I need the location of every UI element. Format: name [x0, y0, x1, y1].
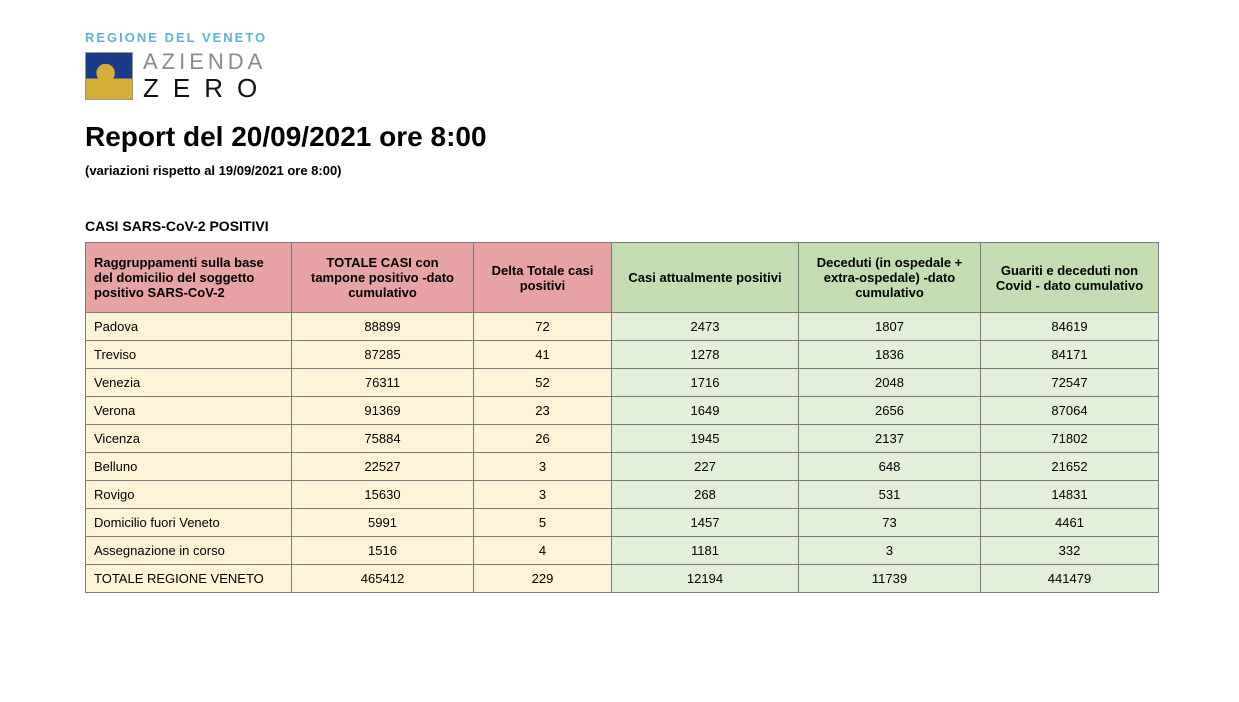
cases-table: Raggruppamenti sulla base del domicilio … — [85, 242, 1159, 593]
data-cell: 52 — [474, 369, 612, 397]
table-row: Verona91369231649265687064 — [86, 397, 1159, 425]
data-cell: 229 — [474, 565, 612, 593]
col-header: Guariti e deceduti non Covid - dato cumu… — [981, 243, 1159, 313]
row-label: Verona — [86, 397, 292, 425]
col-header: TOTALE CASI con tampone positivo -dato c… — [292, 243, 474, 313]
row-label: Assegnazione in corso — [86, 537, 292, 565]
row-label: Padova — [86, 313, 292, 341]
data-cell: 12194 — [612, 565, 799, 593]
data-cell: 332 — [981, 537, 1159, 565]
row-label: Domicilio fuori Veneto — [86, 509, 292, 537]
row-label: Vicenza — [86, 425, 292, 453]
row-label: Rovigo — [86, 481, 292, 509]
data-cell: 2048 — [799, 369, 981, 397]
data-cell: 441479 — [981, 565, 1159, 593]
data-cell: 1945 — [612, 425, 799, 453]
report-subtitle: (variazioni rispetto al 19/09/2021 ore 8… — [85, 163, 1154, 178]
data-cell: 72 — [474, 313, 612, 341]
data-cell: 1516 — [292, 537, 474, 565]
data-cell: 11739 — [799, 565, 981, 593]
row-label: Belluno — [86, 453, 292, 481]
data-cell: 72547 — [981, 369, 1159, 397]
data-cell: 22527 — [292, 453, 474, 481]
table-row: TOTALE REGIONE VENETO4654122291219411739… — [86, 565, 1159, 593]
data-cell: 3 — [799, 537, 981, 565]
table-row: Domicilio fuori Veneto599151457734461 — [86, 509, 1159, 537]
data-cell: 2656 — [799, 397, 981, 425]
data-cell: 88899 — [292, 313, 474, 341]
table-row: Vicenza75884261945213771802 — [86, 425, 1159, 453]
col-header: Delta Totale casi positivi — [474, 243, 612, 313]
veneto-logo-icon — [85, 52, 133, 100]
row-label: Treviso — [86, 341, 292, 369]
data-cell: 91369 — [292, 397, 474, 425]
brand-top: AZIENDA — [143, 51, 271, 73]
data-cell: 87064 — [981, 397, 1159, 425]
data-cell: 76311 — [292, 369, 474, 397]
data-cell: 465412 — [292, 565, 474, 593]
row-label: TOTALE REGIONE VENETO — [86, 565, 292, 593]
data-cell: 3 — [474, 453, 612, 481]
data-cell: 21652 — [981, 453, 1159, 481]
col-header: Casi attualmente positivi — [612, 243, 799, 313]
table-head: Raggruppamenti sulla base del domicilio … — [86, 243, 1159, 313]
data-cell: 1457 — [612, 509, 799, 537]
table-row: Venezia76311521716204872547 — [86, 369, 1159, 397]
data-cell: 1807 — [799, 313, 981, 341]
section-title: CASI SARS-CoV-2 POSITIVI — [85, 218, 1154, 234]
data-cell: 648 — [799, 453, 981, 481]
data-cell: 1836 — [799, 341, 981, 369]
data-cell: 2473 — [612, 313, 799, 341]
data-cell: 268 — [612, 481, 799, 509]
data-cell: 3 — [474, 481, 612, 509]
table-body: Padova88899722473180784619Treviso8728541… — [86, 313, 1159, 593]
table-row: Rovigo15630326853114831 — [86, 481, 1159, 509]
regione-label: REGIONE DEL VENETO — [85, 30, 1154, 45]
data-cell: 1278 — [612, 341, 799, 369]
data-cell: 23 — [474, 397, 612, 425]
document-header: REGIONE DEL VENETO AZIENDA ZERO — [85, 30, 1154, 101]
data-cell: 2137 — [799, 425, 981, 453]
data-cell: 1649 — [612, 397, 799, 425]
data-cell: 4461 — [981, 509, 1159, 537]
table-row: Belluno22527322764821652 — [86, 453, 1159, 481]
data-cell: 14831 — [981, 481, 1159, 509]
logo-row: AZIENDA ZERO — [85, 51, 1154, 101]
data-cell: 26 — [474, 425, 612, 453]
table-row: Treviso87285411278183684171 — [86, 341, 1159, 369]
data-cell: 75884 — [292, 425, 474, 453]
row-label: Venezia — [86, 369, 292, 397]
data-cell: 84171 — [981, 341, 1159, 369]
data-cell: 41 — [474, 341, 612, 369]
report-title: Report del 20/09/2021 ore 8:00 — [85, 121, 1154, 153]
col-header: Deceduti (in ospedale + extra-ospedale) … — [799, 243, 981, 313]
data-cell: 15630 — [292, 481, 474, 509]
data-cell: 5991 — [292, 509, 474, 537]
data-cell: 71802 — [981, 425, 1159, 453]
data-cell: 227 — [612, 453, 799, 481]
brand-text: AZIENDA ZERO — [143, 51, 271, 101]
data-cell: 5 — [474, 509, 612, 537]
data-cell: 1716 — [612, 369, 799, 397]
data-cell: 73 — [799, 509, 981, 537]
data-cell: 531 — [799, 481, 981, 509]
table-row: Padova88899722473180784619 — [86, 313, 1159, 341]
data-cell: 1181 — [612, 537, 799, 565]
data-cell: 87285 — [292, 341, 474, 369]
table-row: Assegnazione in corso1516411813332 — [86, 537, 1159, 565]
col-header: Raggruppamenti sulla base del domicilio … — [86, 243, 292, 313]
data-cell: 84619 — [981, 313, 1159, 341]
data-cell: 4 — [474, 537, 612, 565]
brand-bottom: ZERO — [143, 75, 271, 101]
